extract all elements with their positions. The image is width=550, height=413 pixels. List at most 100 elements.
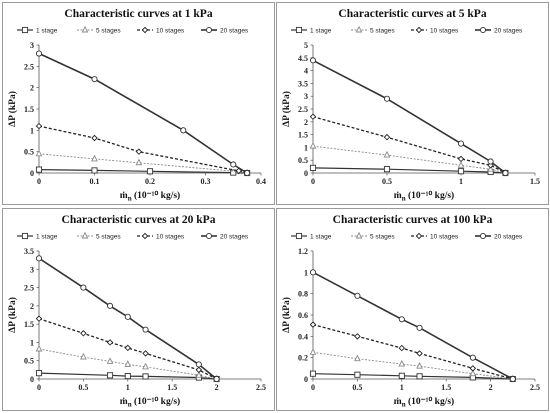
data-point — [142, 373, 149, 380]
series-1 — [309, 164, 509, 177]
series-line-1 — [38, 169, 248, 174]
legend: 1 stage 5 stages 10 stages 20 stages — [17, 231, 249, 241]
y-tick-label: 1 — [30, 338, 34, 347]
y-tick-label: 0 — [30, 169, 34, 178]
data-point — [309, 113, 317, 120]
data-point — [35, 166, 43, 173]
x-axis-label: ṁn (10⁻¹⁰ kg/s) — [120, 396, 180, 409]
x-tick-label: 0 — [37, 177, 41, 186]
data-point — [309, 321, 317, 328]
series-line-2 — [312, 351, 513, 380]
chart-title: Characteristic curves at 5 kPa — [338, 8, 486, 20]
legend-label-3: 10 stages — [430, 234, 459, 241]
chart-panel-100kpa: Characteristic curves at 100 kPa 1 stage 5… — [276, 208, 549, 411]
y-tick-label: 1 — [30, 126, 34, 135]
legend-symbol-2-marker — [81, 25, 89, 33]
legend-symbol-4-marker — [479, 26, 487, 34]
data-point — [213, 375, 220, 383]
data-point — [91, 167, 98, 174]
legend: 1 stage 5 stages 10 stages 20 stages — [291, 231, 523, 241]
x-axis-label: ṁn (10⁻¹⁰ kg/s) — [120, 190, 180, 203]
chart-panel-5kpa: Characteristic curves at 5 kPa 1 stage 5 s… — [276, 2, 549, 205]
data-point — [80, 284, 87, 291]
y-tick-label: 2 — [30, 84, 34, 93]
y-tick-label: 0.5 — [24, 148, 34, 157]
data-point — [509, 375, 516, 383]
data-point — [502, 169, 509, 177]
series-line-3 — [38, 125, 248, 174]
x-tick-label: 0.5 — [78, 383, 88, 392]
legend-symbol-2-marker — [355, 25, 363, 33]
data-point — [35, 255, 43, 262]
legend-label-4: 20 stages — [220, 28, 249, 35]
data-point — [80, 352, 87, 360]
data-point — [35, 315, 43, 322]
data-point — [457, 161, 465, 168]
y-axis-label: ΔP (kPa) — [7, 297, 18, 333]
x-axis-label-symbol: ṁ — [120, 191, 128, 201]
chart-svg-20kpa: Characteristic curves at 20 kPa 1 stage 5 … — [7, 214, 266, 409]
data-point — [142, 326, 149, 333]
x-tick-label: 0.4 — [256, 177, 266, 186]
chart-svg-1kpa: Characteristic curves at 1 kPa 1 stage 5 s… — [7, 8, 266, 203]
x-tick-label: 1.5 — [530, 177, 540, 186]
legend-label-2: 5 stages — [370, 234, 395, 241]
x-tick-label: 0.5 — [352, 383, 362, 392]
x-axis-label: ṁn (10⁻¹⁰ kg/s) — [394, 396, 454, 409]
data-point — [398, 372, 405, 379]
x-tick-label: 1.5 — [441, 383, 451, 392]
y-tick-label: 0.6 — [298, 311, 308, 320]
data-point — [398, 316, 405, 323]
data-point — [91, 154, 98, 162]
legend-label-4: 20 stages — [494, 234, 523, 241]
legend-label-1: 1 stage — [36, 28, 58, 35]
data-point — [230, 161, 237, 168]
y-tick-label: 1.5 — [298, 131, 308, 140]
data-point — [487, 158, 494, 165]
data-point — [135, 148, 143, 155]
data-point — [309, 57, 317, 64]
legend-symbol-3-marker — [415, 26, 423, 34]
data-point — [230, 169, 237, 176]
data-point — [457, 168, 465, 175]
data-point — [383, 166, 391, 173]
data-point — [142, 362, 149, 370]
legend: 1 stage 5 stages 10 stages 20 stages — [291, 25, 523, 35]
data-point — [383, 150, 391, 158]
series-4 — [309, 269, 516, 383]
y-tick-label: 0 — [30, 375, 34, 384]
data-point — [135, 158, 143, 166]
y-tick-label: 0.5 — [298, 156, 308, 165]
legend-symbol-2-marker — [81, 231, 89, 239]
chart-svg-100kpa: Characteristic curves at 100 kPa 1 stage 5… — [281, 214, 540, 409]
y-tick-label: 4.5 — [298, 54, 308, 63]
series-4 — [309, 57, 509, 177]
x-axis-label-symbol: ṁ — [120, 397, 128, 407]
x-axis-label-subscript: n — [128, 195, 132, 203]
x-tick-label: 2.5 — [256, 383, 266, 392]
series-3 — [309, 321, 517, 383]
series-line-2 — [312, 145, 506, 174]
legend-label-2: 5 stages — [370, 28, 395, 35]
legend-symbol-1-marker — [21, 26, 29, 34]
chart-title: Characteristic curves at 1 kPa — [64, 8, 212, 20]
x-tick-label: 1 — [459, 177, 463, 186]
data-point — [457, 155, 465, 163]
data-point — [309, 164, 317, 171]
y-tick-label: 0.2 — [298, 354, 308, 363]
data-point — [309, 269, 317, 276]
data-point — [354, 354, 361, 362]
data-point — [487, 164, 494, 172]
chart-panel-1kpa: Characteristic curves at 1 kPa 1 stage 5 s… — [2, 2, 275, 205]
x-tick-label: 2 — [489, 383, 493, 392]
data-point — [354, 333, 361, 340]
y-axis-label: ΔP (kPa) — [7, 91, 18, 127]
legend-symbol-4-marker — [479, 232, 487, 240]
chart-title: Characteristic curves at 20 kPa — [62, 214, 216, 226]
legend-symbol-2-marker — [355, 231, 363, 239]
chart-svg-5kpa: Characteristic curves at 5 kPa 1 stage 5 s… — [281, 8, 540, 203]
data-point — [309, 141, 317, 149]
data-point — [416, 324, 423, 331]
series-line-3 — [312, 116, 506, 174]
x-tick-label: 0 — [37, 383, 41, 392]
